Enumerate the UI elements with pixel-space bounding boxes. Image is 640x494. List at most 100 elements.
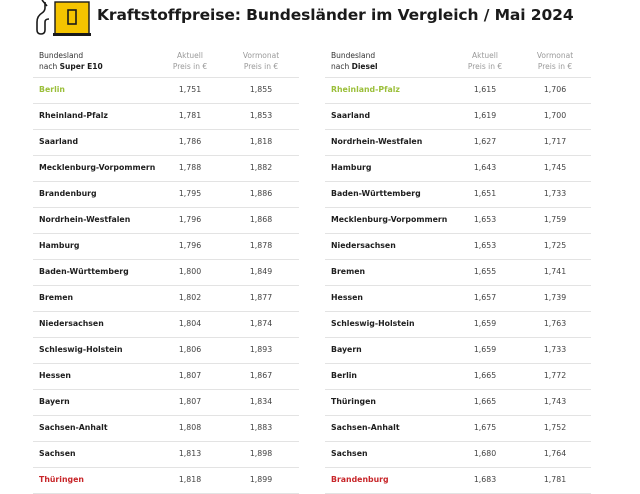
table-row: Baden-Württemberg 1,651 1,733 <box>325 182 591 208</box>
cell-previous-price: 1,764 <box>543 449 567 458</box>
table-row: Nordrhein-Westfalen 1,627 1,717 <box>325 130 591 156</box>
column-header-prefix: nach <box>39 62 60 71</box>
cell-previous-price: 1,849 <box>249 267 273 276</box>
column-header-previous: Vormonat Preis in € <box>231 50 291 72</box>
cell-previous-price: 1,877 <box>249 293 273 302</box>
column-header-prefix: nach <box>331 62 352 71</box>
column-header-unit: Preis in € <box>467 62 503 71</box>
table-row: Saarland 1,619 1,700 <box>325 104 591 130</box>
table-row: Bayern 1,807 1,834 <box>33 390 299 416</box>
cell-current-price: 1,807 <box>178 371 202 380</box>
cell-previous-price: 1,706 <box>543 85 567 94</box>
cell-bundesland: Schleswig-Holstein <box>331 319 415 328</box>
column-header-unit: Preis in € <box>172 62 208 71</box>
table-row: Mecklenburg-Vorpommern 1,788 1,882 <box>33 156 299 182</box>
table-row: Thüringen 1,665 1,743 <box>325 390 591 416</box>
cell-bundesland: Rheinland-Pfalz <box>331 85 400 94</box>
column-header-bundesland: Bundesland nach Diesel <box>331 50 378 72</box>
table-row: Rheinland-Pfalz 1,615 1,706 <box>325 78 591 104</box>
cell-bundesland: Nordrhein-Westfalen <box>39 215 131 224</box>
fuel-type-label: Diesel <box>351 62 378 71</box>
cell-current-price: 1,653 <box>473 215 497 224</box>
cell-current-price: 1,643 <box>473 163 497 172</box>
table-row: Berlin 1,665 1,772 <box>325 364 591 390</box>
table-row: Berlin 1,751 1,855 <box>33 78 299 104</box>
column-header-bundesland: Bundesland nach Super E10 <box>39 50 103 72</box>
cell-bundesland: Brandenburg <box>39 189 97 198</box>
cell-previous-price: 1,752 <box>543 423 567 432</box>
column-header-label: Aktuell <box>177 51 203 60</box>
cell-previous-price: 1,898 <box>249 449 273 458</box>
column-header-unit: Preis in € <box>243 62 279 71</box>
cell-previous-price: 1,743 <box>543 397 567 406</box>
table-super-e10: Bundesland nach Super E10 Aktuell Preis … <box>33 47 299 494</box>
table-row: Thüringen 1,818 1,899 <box>33 468 299 494</box>
cell-current-price: 1,659 <box>473 345 497 354</box>
cell-current-price: 1,627 <box>473 137 497 146</box>
table-body: Rheinland-Pfalz 1,615 1,706 Saarland 1,619 1,… <box>325 78 591 494</box>
cell-previous-price: 1,834 <box>249 397 273 406</box>
cell-current-price: 1,659 <box>473 319 497 328</box>
cell-current-price: 1,781 <box>178 111 202 120</box>
cell-bundesland: Rheinland-Pfalz <box>39 111 108 120</box>
cell-current-price: 1,807 <box>178 397 202 406</box>
table-row: Schleswig-Holstein 1,659 1,763 <box>325 312 591 338</box>
table-row: Sachsen-Anhalt 1,808 1,883 <box>33 416 299 442</box>
table-row: Hamburg 1,796 1,878 <box>33 234 299 260</box>
table-row: Schleswig-Holstein 1,806 1,893 <box>33 338 299 364</box>
cell-previous-price: 1,818 <box>249 137 273 146</box>
cell-bundesland: Baden-Württemberg <box>39 267 129 276</box>
cell-previous-price: 1,893 <box>249 345 273 354</box>
cell-bundesland: Berlin <box>331 371 357 380</box>
cell-bundesland: Baden-Württemberg <box>331 189 421 198</box>
table-row: Mecklenburg-Vorpommern 1,653 1,759 <box>325 208 591 234</box>
table-row: Hessen 1,807 1,867 <box>33 364 299 390</box>
cell-bundesland: Bremen <box>331 267 366 276</box>
cell-current-price: 1,653 <box>473 241 497 250</box>
cell-bundesland: Mecklenburg-Vorpommern <box>331 215 448 224</box>
cell-current-price: 1,675 <box>473 423 497 432</box>
cell-current-price: 1,795 <box>178 189 202 198</box>
cell-previous-price: 1,739 <box>543 293 567 302</box>
column-header-label: Bundesland <box>39 51 84 60</box>
cell-current-price: 1,651 <box>473 189 497 198</box>
cell-bundesland: Sachsen <box>331 449 368 458</box>
cell-bundesland: Berlin <box>39 85 65 94</box>
cell-bundesland: Sachsen <box>39 449 76 458</box>
column-header-current: Aktuell Preis in € <box>455 50 515 72</box>
table-diesel: Bundesland nach Diesel Aktuell Preis in … <box>325 47 591 494</box>
cell-current-price: 1,657 <box>473 293 497 302</box>
cell-previous-price: 1,868 <box>249 215 273 224</box>
cell-current-price: 1,808 <box>178 423 202 432</box>
cell-current-price: 1,665 <box>473 397 497 406</box>
cell-previous-price: 1,717 <box>543 137 567 146</box>
cell-previous-price: 1,855 <box>249 85 273 94</box>
table-header: Bundesland nach Super E10 Aktuell Preis … <box>33 47 299 78</box>
cell-bundesland: Thüringen <box>331 397 376 406</box>
cell-previous-price: 1,874 <box>249 319 273 328</box>
table-row: Sachsen-Anhalt 1,675 1,752 <box>325 416 591 442</box>
column-header-current: Aktuell Preis in € <box>160 50 220 72</box>
cell-bundesland: Hessen <box>331 293 363 302</box>
cell-previous-price: 1,763 <box>543 319 567 328</box>
cell-current-price: 1,665 <box>473 371 497 380</box>
cell-previous-price: 1,878 <box>249 241 273 250</box>
column-header-unit: Preis in € <box>537 62 573 71</box>
cell-current-price: 1,813 <box>178 449 202 458</box>
cell-bundesland: Saarland <box>39 137 79 146</box>
table-row: Brandenburg 1,795 1,886 <box>33 182 299 208</box>
table-row: Hamburg 1,643 1,745 <box>325 156 591 182</box>
cell-bundesland: Mecklenburg-Vorpommern <box>39 163 156 172</box>
fuel-pump-icon <box>36 0 91 36</box>
table-header: Bundesland nach Diesel Aktuell Preis in … <box>325 47 591 78</box>
table-body: Berlin 1,751 1,855 Rheinland-Pfalz 1,781 1,85… <box>33 78 299 494</box>
cell-bundesland: Niedersachsen <box>331 241 396 250</box>
header: Kraftstoffpreise: Bundesländer im Vergle… <box>0 0 640 40</box>
column-header-previous: Vormonat Preis in € <box>525 50 585 72</box>
cell-previous-price: 1,853 <box>249 111 273 120</box>
cell-previous-price: 1,886 <box>249 189 273 198</box>
cell-bundesland: Hessen <box>39 371 71 380</box>
table-row: Sachsen 1,813 1,898 <box>33 442 299 468</box>
cell-current-price: 1,615 <box>473 85 497 94</box>
cell-previous-price: 1,759 <box>543 215 567 224</box>
